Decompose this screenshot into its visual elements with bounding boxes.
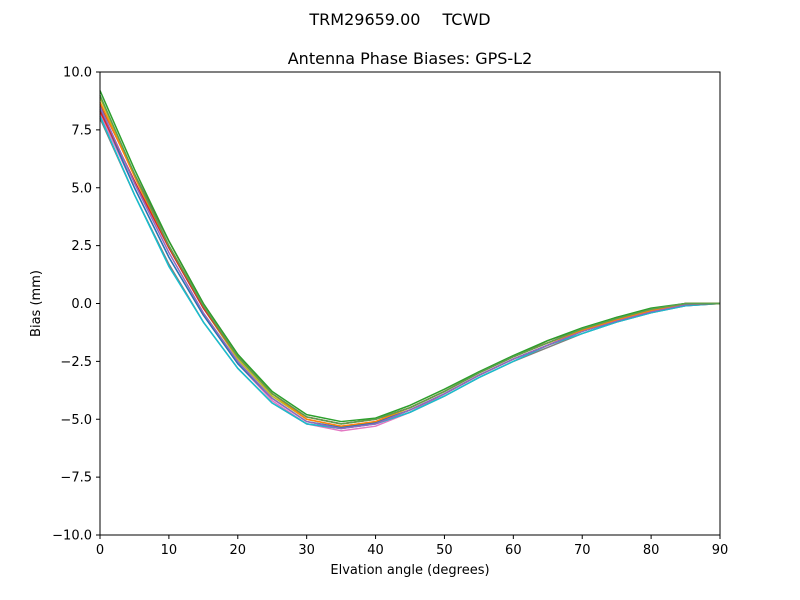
series-line-10	[99, 90, 720, 423]
y-axis: 10.0 7.5 5.0 2.5 0.0 −2.5 −5.0 −7.5 −10.0	[52, 66, 100, 544]
y-tick-label: 10.0	[63, 66, 92, 81]
y-tick-label: 7.5	[71, 123, 92, 138]
series-line-6	[99, 108, 721, 429]
x-tick-label: 30	[298, 543, 315, 558]
series-layer	[99, 90, 721, 432]
y-tick-label: −2.5	[60, 355, 92, 370]
y-tick-label: −7.5	[60, 471, 92, 486]
x-tick-label: 90	[712, 543, 729, 558]
x-axis: 0 10 20 30 40 50 60 70 80 90	[96, 535, 728, 558]
series-line-4	[99, 97, 720, 427]
x-tick-label: 10	[161, 543, 178, 558]
y-tick-label: 5.0	[71, 181, 92, 196]
figure-suptitle: TRM29659.00 TCWD	[0, 10, 800, 29]
x-tick-label: 20	[230, 543, 247, 558]
x-tick-label: 60	[505, 543, 522, 558]
chart-title: Antenna Phase Biases: GPS-L2	[288, 49, 533, 68]
series-line-3	[99, 117, 721, 430]
y-tick-label: 0.0	[71, 297, 92, 312]
x-tick-label: 0	[96, 543, 104, 558]
y-tick-label: −10.0	[52, 529, 92, 544]
station-code-label: TCWD	[442, 10, 491, 29]
y-axis-label: Bias (mm)	[29, 270, 44, 337]
y-tick-label: −5.0	[60, 413, 92, 428]
series-line-11	[99, 94, 720, 425]
x-tick-label: 40	[367, 543, 384, 558]
series-line-8	[99, 106, 721, 430]
series-line-5	[99, 115, 721, 430]
series-line-2	[99, 113, 721, 432]
y-tick-label: 2.5	[71, 239, 92, 254]
x-tick-label: 70	[574, 543, 591, 558]
series-line-7	[99, 111, 720, 425]
antenna-model-label: TRM29659.00	[309, 10, 421, 29]
series-line-1	[99, 104, 720, 425]
x-tick-label: 80	[643, 543, 660, 558]
x-tick-label: 50	[436, 543, 453, 558]
series-line-9	[99, 101, 720, 427]
x-axis-label: Elvation angle (degrees)	[330, 563, 489, 578]
